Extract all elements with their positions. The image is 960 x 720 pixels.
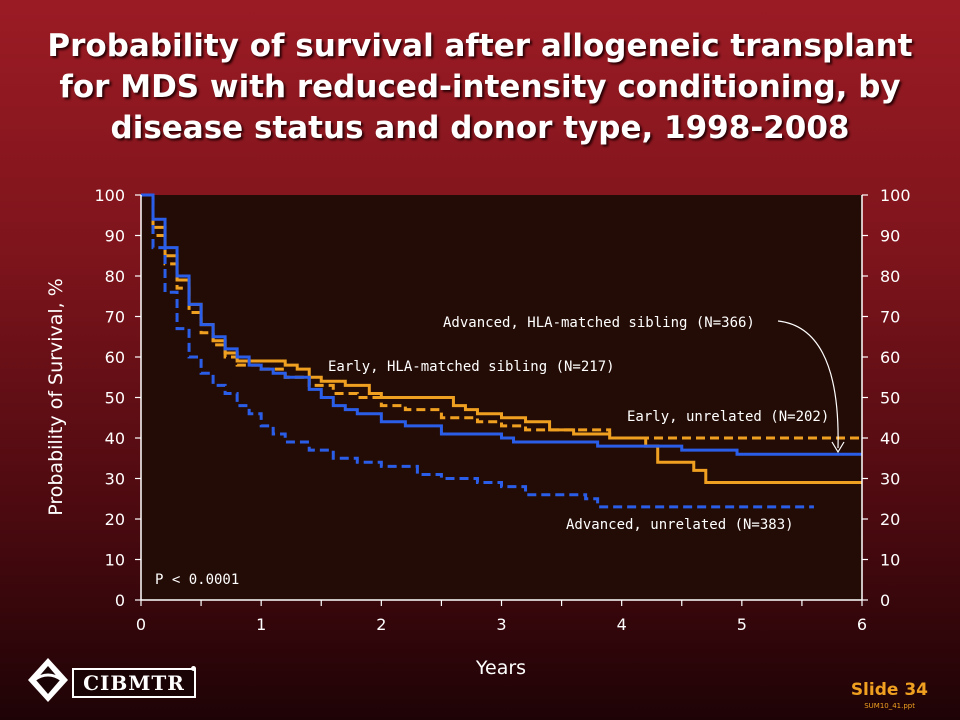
y-tick-label-left: 10 [105,551,125,570]
label-advanced-sibling: Advanced, HLA-matched sibling (N=366) [443,315,755,331]
x-tick-label: 4 [617,615,627,634]
y-tick-label-right: 50 [880,389,900,408]
p-value-label: P < 0.0001 [155,572,239,588]
y-tick-label-right: 60 [880,348,900,367]
y-tick-label-right: 40 [880,429,900,448]
y-tick-label-left: 60 [105,348,125,367]
logo-diamond-icon [28,658,68,702]
x-tick-label: 0 [136,615,146,634]
x-tick-label: 2 [376,615,386,634]
logo-text: CIBMTR [72,668,196,698]
y-tick-label-right: 70 [880,308,900,327]
file-reference: SUM10_41.ppt [864,702,915,710]
plot-area [141,195,862,600]
cibmtr-logo: CIBMTR [26,654,196,706]
y-tick-label-right: 0 [880,591,890,610]
y-tick-label-left: 80 [105,267,125,286]
y-tick-label-left: 30 [105,470,125,489]
slide-title: Probability of survival after allogeneic… [47,28,913,146]
y-tick-label-right: 100 [880,186,911,205]
annotation-arrow-curve [777,320,839,449]
y-tick-label-left: 90 [105,227,125,246]
y-tick-label-right: 20 [880,510,900,529]
x-axis-title: Years [475,657,526,679]
y-axis-title: Probability of Survival, % [45,278,67,516]
curve-advanced-sibling [141,193,862,456]
logo-registered-dot [191,666,196,671]
x-tick-label: 5 [737,615,747,634]
y-tick-label-left: 0 [115,591,125,610]
slide-number: Slide 34 [850,680,928,700]
x-tick-label: 3 [496,615,506,634]
y-tick-label-left: 70 [105,308,125,327]
annotation-arrow-head [831,441,845,454]
y-tick-label-left: 100 [94,186,125,205]
y-tick-label-right: 30 [880,470,900,489]
label-early-unrelated: Early, unrelated (N=202) [627,409,829,425]
y-tick-label-left: 20 [105,510,125,529]
x-tick-label: 1 [256,615,266,634]
y-tick-label-left: 40 [105,429,125,448]
y-tick-label-right: 10 [880,551,900,570]
curve-advanced-unrelated [141,193,814,509]
survival-curves [141,193,862,509]
y-tick-label-right: 90 [880,227,900,246]
x-tick-label: 6 [857,615,867,634]
label-advanced-unrelated: Advanced, unrelated (N=383) [566,517,794,533]
y-tick-label-right: 80 [880,267,900,286]
y-tick-label-left: 50 [105,389,125,408]
label-early-sibling: Early, HLA-matched sibling (N=217) [328,359,615,375]
